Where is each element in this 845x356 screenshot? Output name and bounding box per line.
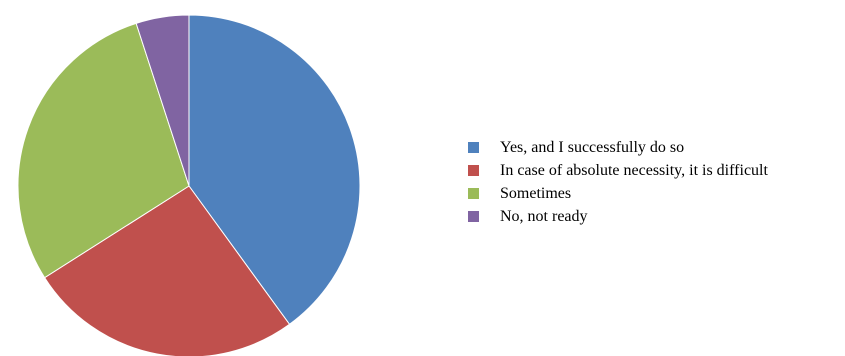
legend-swatch-3	[468, 188, 479, 199]
legend-label-3: Sometimes	[500, 184, 572, 202]
legend-swatch-1	[468, 142, 479, 153]
chart-legend: Yes, and I successfully do so In case of …	[468, 136, 768, 228]
pie-slice-3	[17, 22, 190, 279]
pie-slice-4	[135, 14, 190, 187]
legend-label-4: No, not ready	[500, 207, 588, 225]
pie-slice-2	[43, 185, 291, 356]
pie-slices	[17, 14, 361, 356]
legend-label-2: In case of absolute necessity, it is dif…	[500, 161, 768, 179]
legend-item-3: Sometimes	[468, 182, 768, 205]
legend-label-1: Yes, and I successfully do so	[500, 138, 685, 156]
legend-item-1: Yes, and I successfully do so	[468, 136, 768, 159]
legend-item-2: In case of absolute necessity, it is dif…	[468, 159, 768, 182]
pie-slice-1	[188, 14, 361, 326]
legend-swatch-2	[468, 165, 479, 176]
legend-item-4: No, not ready	[468, 205, 768, 228]
legend-swatch-4	[468, 211, 479, 222]
